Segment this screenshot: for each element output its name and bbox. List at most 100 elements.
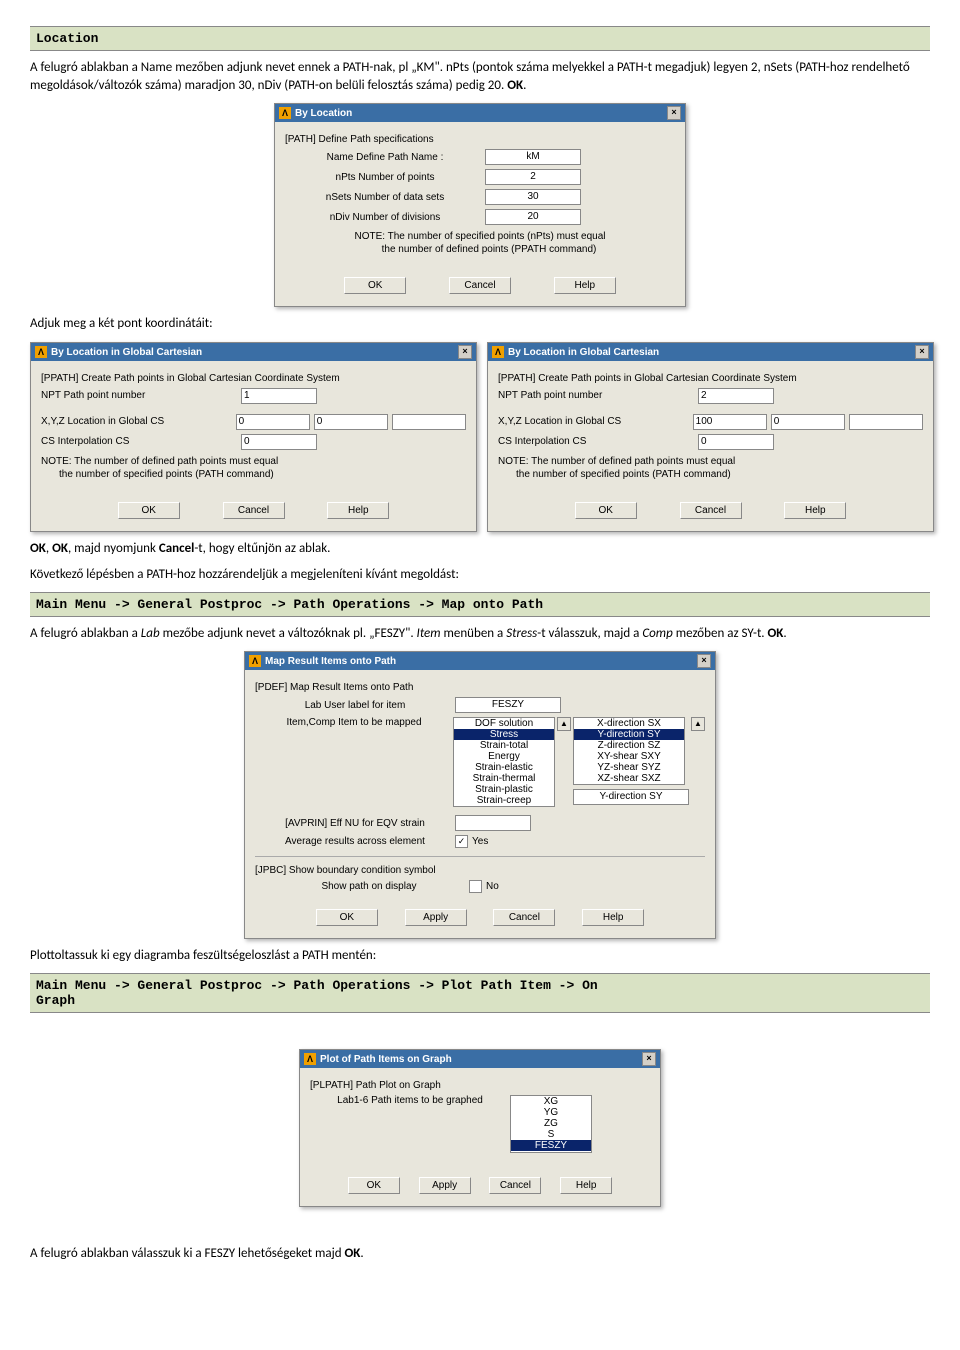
list-item[interactable]: XG — [511, 1096, 591, 1107]
list-item[interactable]: FESZY — [511, 1140, 591, 1151]
comp-listbox[interactable]: X-direction SX Y-direction SY Z-directio… — [573, 717, 685, 785]
dialog-titlebar: ΛPlot of Path Items on Graph × — [300, 1050, 660, 1068]
help-button[interactable]: Help — [582, 909, 644, 926]
list-item[interactable]: XZ-shear SXZ — [574, 773, 684, 784]
npt-label: NPT Path point number — [41, 390, 241, 401]
list-item[interactable]: X-direction SX — [574, 718, 684, 729]
help-button[interactable]: Help — [560, 1177, 612, 1194]
item-listbox[interactable]: DOF solution Stress Strain-total Energy … — [453, 717, 555, 807]
p1-dot: . — [523, 78, 526, 93]
close-icon[interactable]: × — [642, 1052, 656, 1066]
app-icon: Λ — [35, 346, 47, 358]
dialog-subtitle: [PPATH] Create Path points in Global Car… — [41, 373, 466, 384]
list-item[interactable]: Strain-elastic — [454, 762, 554, 773]
p3-d: , majd nyomjunk — [68, 541, 159, 556]
p5-item: Item — [417, 626, 441, 641]
ok-button[interactable]: OK — [118, 502, 180, 519]
nsets-label: nSets Number of data sets — [285, 192, 485, 203]
app-icon: Λ — [492, 346, 504, 358]
scroll-up-icon[interactable]: ▲ — [557, 717, 571, 731]
cancel-button[interactable]: Cancel — [449, 277, 511, 294]
cancel-button[interactable]: Cancel — [680, 502, 742, 519]
close-icon[interactable]: × — [697, 654, 711, 668]
help-button[interactable]: Help — [554, 277, 616, 294]
paragraph-1: A felugró ablakban a Name mezőben adjunk… — [30, 59, 930, 95]
p5-ok: OK — [768, 626, 784, 641]
p5-e: menüben a — [441, 626, 507, 641]
note-line-2: the number of defined points (PPATH comm… — [303, 244, 675, 255]
nsets-input[interactable]: 30 — [485, 189, 581, 205]
p1-text: A felugró ablakban a Name mezőben adjunk… — [30, 60, 910, 93]
y-input[interactable]: 0 — [314, 414, 388, 430]
close-icon[interactable]: × — [458, 345, 472, 359]
p5-c: mezőbe adjunk nevet a változóknak pl. „F… — [160, 626, 417, 641]
app-icon: Λ — [304, 1053, 316, 1065]
avprin-input[interactable] — [455, 815, 531, 831]
p5-i: mezőben az SY-t. — [673, 626, 768, 641]
x-input[interactable]: 100 — [693, 414, 767, 430]
plot-path-dialog: ΛPlot of Path Items on Graph × [PLPATH] … — [299, 1049, 661, 1207]
cancel-button[interactable]: Cancel — [223, 502, 285, 519]
help-button[interactable]: Help — [327, 502, 389, 519]
npt-label: NPT Path point number — [498, 390, 698, 401]
list-item[interactable]: Strain-thermal — [454, 773, 554, 784]
npts-input[interactable]: 2 — [485, 169, 581, 185]
show-checkbox[interactable] — [469, 880, 482, 893]
ndiv-label: nDiv Number of divisions — [285, 212, 485, 223]
xyz-label: X,Y,Z Location in Global CS — [41, 416, 236, 427]
scroll-up-icon[interactable]: ▲ — [691, 717, 705, 731]
p7-c: . — [360, 1246, 363, 1261]
close-icon[interactable]: × — [667, 106, 681, 120]
avg-checkbox[interactable]: ✓ — [455, 835, 468, 848]
z-input[interactable] — [392, 414, 466, 430]
npts-label: nPts Number of points — [285, 172, 485, 183]
list-item[interactable]: Stress — [454, 729, 554, 740]
comp-selected[interactable]: Y-direction SY — [573, 789, 689, 805]
list-item[interactable]: DOF solution — [454, 718, 554, 729]
dialog-title: By Location — [295, 108, 352, 119]
dialog-title: By Location in Global Cartesian — [508, 347, 659, 358]
ok-button[interactable]: OK — [348, 1177, 400, 1194]
dialog-titlebar: ΛBy Location × — [275, 104, 685, 122]
z-input[interactable] — [849, 414, 923, 430]
apply-button[interactable]: Apply — [405, 909, 467, 926]
p5-stress: Stress — [506, 626, 537, 641]
p7-ok: OK — [345, 1246, 361, 1261]
note-line-1: NOTE: The number of defined path points … — [498, 456, 923, 467]
list-item[interactable]: S — [511, 1129, 591, 1140]
npt-input[interactable]: 1 — [241, 388, 317, 404]
ok-button[interactable]: OK — [316, 909, 378, 926]
y-input[interactable]: 0 — [771, 414, 845, 430]
list-item[interactable]: XY-shear SXY — [574, 751, 684, 762]
list-item[interactable]: Strain-plastic — [454, 784, 554, 795]
list-item[interactable]: ZG — [511, 1118, 591, 1129]
cs-input[interactable]: 0 — [241, 434, 317, 450]
ok-button[interactable]: OK — [575, 502, 637, 519]
list-item[interactable]: YG — [511, 1107, 591, 1118]
path-items-listbox[interactable]: XG YG ZG S FESZY — [510, 1095, 592, 1153]
cancel-button[interactable]: Cancel — [493, 909, 555, 926]
list-item[interactable]: Y-direction SY — [574, 729, 684, 740]
avprin-label: [AVPRIN] Eff NU for EQV strain — [255, 818, 455, 829]
apply-button[interactable]: Apply — [419, 1177, 471, 1194]
npt-input[interactable]: 2 — [698, 388, 774, 404]
map-onto-path-command: Main Menu -> General Postproc -> Path Op… — [30, 592, 930, 617]
name-input[interactable]: kM — [485, 149, 581, 165]
close-icon[interactable]: × — [915, 345, 929, 359]
dialog-titlebar: ΛMap Result Items onto Path × — [245, 652, 715, 670]
note-line-2: the number of specified points (PATH com… — [59, 469, 466, 480]
list-item[interactable]: Energy — [454, 751, 554, 762]
list-item[interactable]: YZ-shear SYZ — [574, 762, 684, 773]
x-input[interactable]: 0 — [236, 414, 310, 430]
list-item[interactable]: Strain-total — [454, 740, 554, 751]
lab-input[interactable]: FESZY — [455, 697, 561, 713]
cs-input[interactable]: 0 — [698, 434, 774, 450]
list-item[interactable]: Z-direction SZ — [574, 740, 684, 751]
ok-button[interactable]: OK — [344, 277, 406, 294]
cancel-button[interactable]: Cancel — [489, 1177, 541, 1194]
list-item[interactable]: Strain-creep — [454, 795, 554, 806]
ndiv-input[interactable]: 20 — [485, 209, 581, 225]
dialog-subtitle: [PLPATH] Path Plot on Graph — [310, 1080, 650, 1091]
p5-g: -t válasszuk, majd a — [537, 626, 642, 641]
help-button[interactable]: Help — [784, 502, 846, 519]
